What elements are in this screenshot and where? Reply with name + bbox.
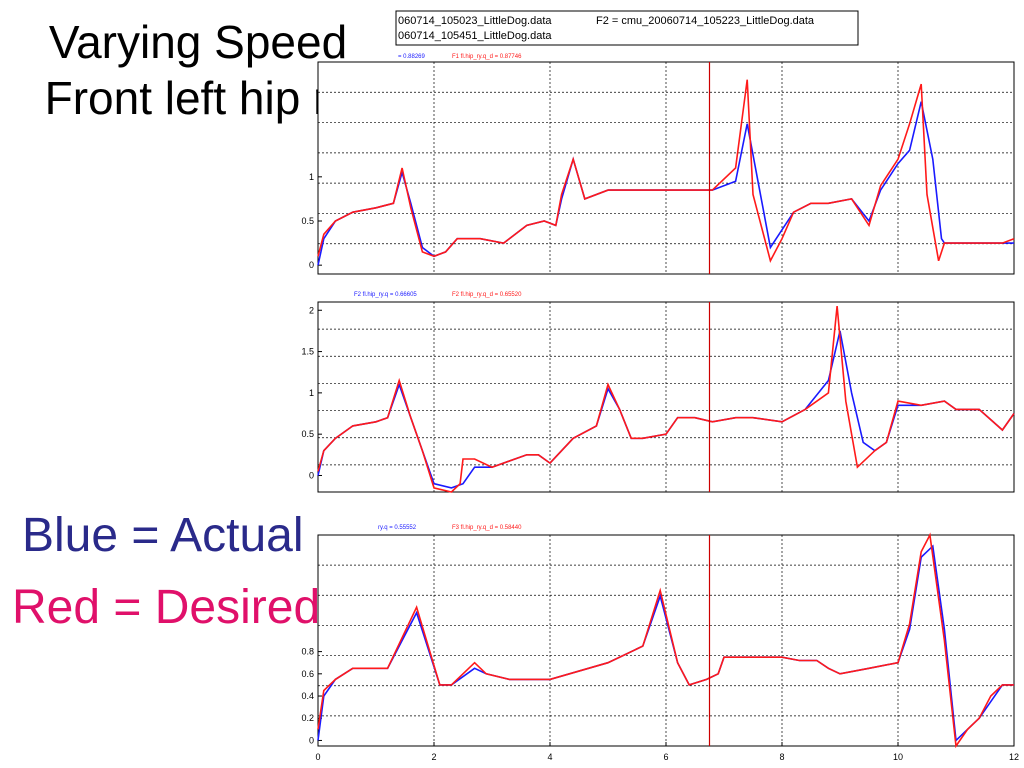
file-label-f1: 060714_105023_LittleDog.data xyxy=(398,15,552,27)
x-tick-label: 12 xyxy=(1009,752,1019,762)
file-legend-box: 060714_105023_LittleDog.data F2 = cmu_20… xyxy=(395,10,859,46)
y-tick-label: 0.5 xyxy=(301,216,314,226)
series-line-desired xyxy=(317,532,1014,749)
series-label-actual: ry.q = 0.55552 xyxy=(378,525,417,531)
y-tick-label: 0.2 xyxy=(301,713,314,723)
x-tick-label: 10 xyxy=(893,752,903,762)
plot-panel-3: 0 0.2 0.4 0.6 0.8 0 2 4 6 8 10 12 ry.q = 0.55552 F3 f… xyxy=(301,525,1019,762)
file-label-f2: F2 = cmu_20060714_105223_LittleDog.data xyxy=(596,15,815,27)
y-tick-label: 1 xyxy=(309,172,314,182)
slide-title: Varying Speed Front left hip ry xyxy=(8,14,388,126)
plot-panel-2: 0 0.5 1 1.5 2 F2 fl.hip_ry.q = 0.66605 F2 fl.h… xyxy=(301,292,1015,493)
y-tick-label: 0 xyxy=(309,735,314,745)
x-tick-label: 8 xyxy=(779,752,784,762)
y-tick-label: 1 xyxy=(309,388,314,398)
file-label-f3: 060714_105451_LittleDog.data xyxy=(398,30,552,42)
series-label-desired: F3 fl.hip_ry.q_d = 0.58440 xyxy=(452,525,522,531)
y-tick-label: 0.8 xyxy=(301,647,314,657)
series-line-desired xyxy=(317,79,1015,263)
series-label-actual: F2 fl.hip_ry.q = 0.66605 xyxy=(354,292,417,298)
slide-title-line2: Front left hip ry xyxy=(44,72,352,124)
y-tick-label: 0 xyxy=(309,470,314,480)
x-tick-label: 4 xyxy=(547,752,552,762)
plot-frame xyxy=(317,301,1015,493)
series-label-desired: F2 fl.hip_ry.q_d = 0.65520 xyxy=(452,292,522,298)
x-tick-label: 6 xyxy=(663,752,668,762)
y-tick-label: 0.4 xyxy=(301,691,314,701)
plot-panel-1: 0 0.5 1 = 0.88269 F1 fl.hip_ry.q_d = 0.87746 xyxy=(301,54,1015,275)
legend-actual: Blue = Actual xyxy=(22,509,304,562)
y-tick-label: 0 xyxy=(309,260,314,270)
y-tick-label: 2 xyxy=(309,305,314,315)
y-tick-label: 0.5 xyxy=(301,429,314,439)
series-label-desired: F1 fl.hip_ry.q_d = 0.87746 xyxy=(452,54,522,60)
y-tick-label: 1.5 xyxy=(301,347,314,357)
plot-panels: 0 0.5 1 = 0.88269 F1 fl.hip_ry.q_d = 0.87746… xyxy=(301,54,1019,762)
legend-desired: Red = Desired xyxy=(12,581,321,634)
y-tick-label: 0.6 xyxy=(301,669,314,679)
x-tick-label: 2 xyxy=(431,752,436,762)
series-line-desired xyxy=(317,306,1015,493)
x-tick-label: 0 xyxy=(315,752,320,762)
series-label-actual: = 0.88269 xyxy=(398,54,426,60)
slide-title-line1: Varying Speed xyxy=(48,16,348,68)
